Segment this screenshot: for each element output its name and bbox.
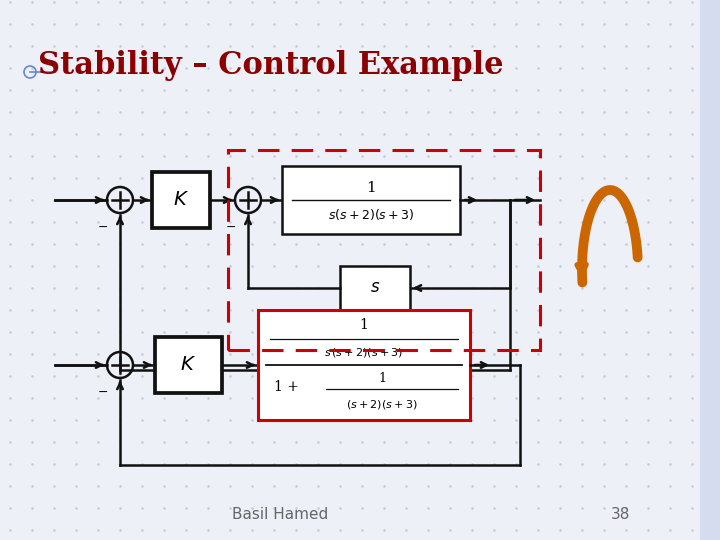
Text: $K$: $K$	[173, 191, 189, 209]
Text: −: −	[98, 386, 108, 399]
Text: 1 +: 1 +	[274, 380, 298, 394]
Bar	[282, 166, 460, 234]
Text: Basil Hamed: Basil Hamed	[232, 507, 328, 522]
Text: −: −	[98, 221, 108, 234]
Text: $(s+2)(s+3)$: $(s+2)(s+3)$	[346, 398, 418, 411]
Bar	[700, 30, 720, 90]
Bar	[700, 0, 720, 540]
Bar	[152, 172, 210, 228]
Text: 1: 1	[366, 181, 376, 195]
Text: 1: 1	[359, 319, 369, 333]
Text: 38: 38	[611, 507, 630, 522]
Bar	[228, 150, 540, 350]
Text: $K$: $K$	[181, 356, 197, 374]
Bar	[340, 266, 410, 310]
Text: $s\,(s+2)(s+3)$: $s\,(s+2)(s+3)$	[325, 346, 404, 360]
Text: $s$: $s$	[370, 280, 380, 296]
Bar	[258, 310, 470, 420]
Text: Stability – Control Example: Stability – Control Example	[38, 50, 503, 81]
Text: 1: 1	[378, 372, 386, 384]
Bar	[155, 337, 222, 393]
Text: −: −	[226, 221, 236, 234]
Text: $s(s+2)(s+3)$: $s(s+2)(s+3)$	[328, 207, 414, 222]
